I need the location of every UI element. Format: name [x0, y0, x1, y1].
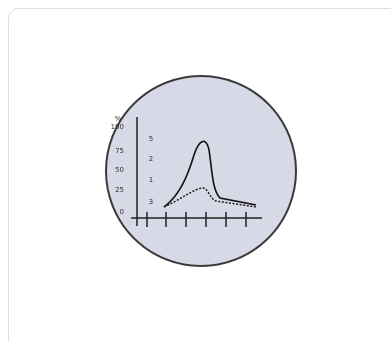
right-scale-label: 5: [149, 135, 153, 143]
icon-circle: [105, 75, 297, 267]
unit-label: %: [115, 115, 122, 123]
right-scale-label: 2: [149, 155, 153, 163]
left-scale-label: 25: [115, 186, 124, 194]
left-scale-label: 75: [115, 147, 124, 155]
left-scale: 100 75 50 25 0: [111, 123, 124, 216]
x-ticks: [146, 212, 247, 227]
left-scale-label: 50: [115, 166, 124, 174]
dotted-curve: [163, 187, 257, 208]
left-scale-label: 0: [120, 208, 124, 216]
left-scale-label: 100: [111, 123, 124, 131]
right-scale-label: 3: [149, 198, 153, 206]
solid-curve: [163, 140, 257, 208]
right-scale: 5 2 1 3: [149, 135, 153, 206]
right-scale-label: 1: [149, 176, 153, 184]
